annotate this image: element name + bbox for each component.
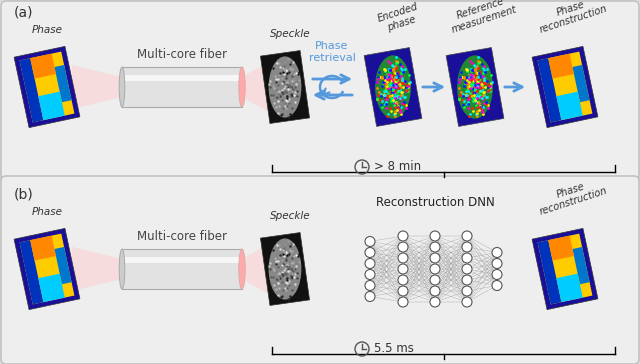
Circle shape [365,292,375,301]
Text: Reference
measurement: Reference measurement [446,0,518,35]
Circle shape [398,253,408,263]
Text: Phase
reconstruction: Phase reconstruction [535,0,609,35]
Circle shape [462,253,472,263]
Polygon shape [548,54,574,79]
Text: 5.5 ms: 5.5 ms [374,343,414,356]
Circle shape [430,231,440,241]
Polygon shape [572,65,589,102]
Text: Phase
reconstruction: Phase reconstruction [535,175,609,217]
Text: (a): (a) [14,6,33,20]
Polygon shape [242,59,274,115]
Polygon shape [14,46,80,128]
Text: Phase
retrieval: Phase retrieval [308,41,355,63]
Text: Phase: Phase [31,207,63,217]
Polygon shape [54,65,72,102]
Circle shape [398,286,408,296]
Ellipse shape [239,249,245,289]
Polygon shape [556,92,583,120]
Text: > 8 min: > 8 min [374,161,421,174]
Circle shape [430,264,440,274]
FancyBboxPatch shape [1,1,639,181]
Circle shape [462,275,472,285]
Circle shape [492,281,502,290]
Ellipse shape [239,67,245,107]
Ellipse shape [269,238,301,300]
Polygon shape [54,247,72,284]
Ellipse shape [119,67,125,107]
Bar [122,257,242,263]
Circle shape [365,281,375,290]
Text: Multi-core fiber: Multi-core fiber [137,230,227,243]
Ellipse shape [119,249,125,289]
Polygon shape [532,228,598,310]
Circle shape [430,286,440,296]
Circle shape [365,258,375,269]
Text: Encoded
phase: Encoded phase [376,1,424,35]
Ellipse shape [375,55,411,119]
Circle shape [398,297,408,307]
Polygon shape [548,236,574,261]
Circle shape [462,242,472,252]
Polygon shape [538,234,593,304]
Polygon shape [532,46,598,128]
Ellipse shape [269,56,301,118]
Polygon shape [30,54,56,79]
Polygon shape [20,234,74,304]
Polygon shape [14,228,80,310]
Circle shape [430,242,440,252]
Bar [122,67,242,107]
Polygon shape [72,247,122,291]
Circle shape [462,264,472,274]
Circle shape [365,269,375,280]
Text: Speckle: Speckle [269,29,310,39]
FancyBboxPatch shape [1,176,639,364]
Circle shape [365,248,375,257]
Polygon shape [20,240,44,304]
Circle shape [492,269,502,280]
Circle shape [462,286,472,296]
Polygon shape [242,241,274,297]
Polygon shape [20,52,74,122]
Polygon shape [20,58,44,122]
Bar [122,75,242,81]
Circle shape [430,253,440,263]
Text: Multi-core fiber: Multi-core fiber [137,48,227,61]
Text: Speckle: Speckle [269,211,310,221]
Polygon shape [556,274,583,302]
Circle shape [430,275,440,285]
Polygon shape [446,48,504,126]
Polygon shape [538,58,561,122]
Polygon shape [538,52,593,122]
Bar [122,249,242,289]
Polygon shape [538,240,561,304]
Polygon shape [260,51,310,123]
Polygon shape [38,274,65,302]
Circle shape [398,242,408,252]
Circle shape [398,231,408,241]
Circle shape [492,258,502,269]
Polygon shape [572,247,589,284]
Circle shape [492,248,502,257]
Circle shape [430,297,440,307]
Text: Phase: Phase [31,25,63,35]
Polygon shape [30,236,56,261]
Circle shape [398,264,408,274]
Polygon shape [72,65,122,109]
Circle shape [365,237,375,246]
Polygon shape [38,92,65,120]
Circle shape [398,275,408,285]
Polygon shape [364,48,422,126]
Text: (b): (b) [14,188,34,202]
Circle shape [462,231,472,241]
Ellipse shape [457,55,493,119]
Text: Reconstruction DNN: Reconstruction DNN [376,196,494,209]
Circle shape [462,297,472,307]
Polygon shape [260,233,310,305]
